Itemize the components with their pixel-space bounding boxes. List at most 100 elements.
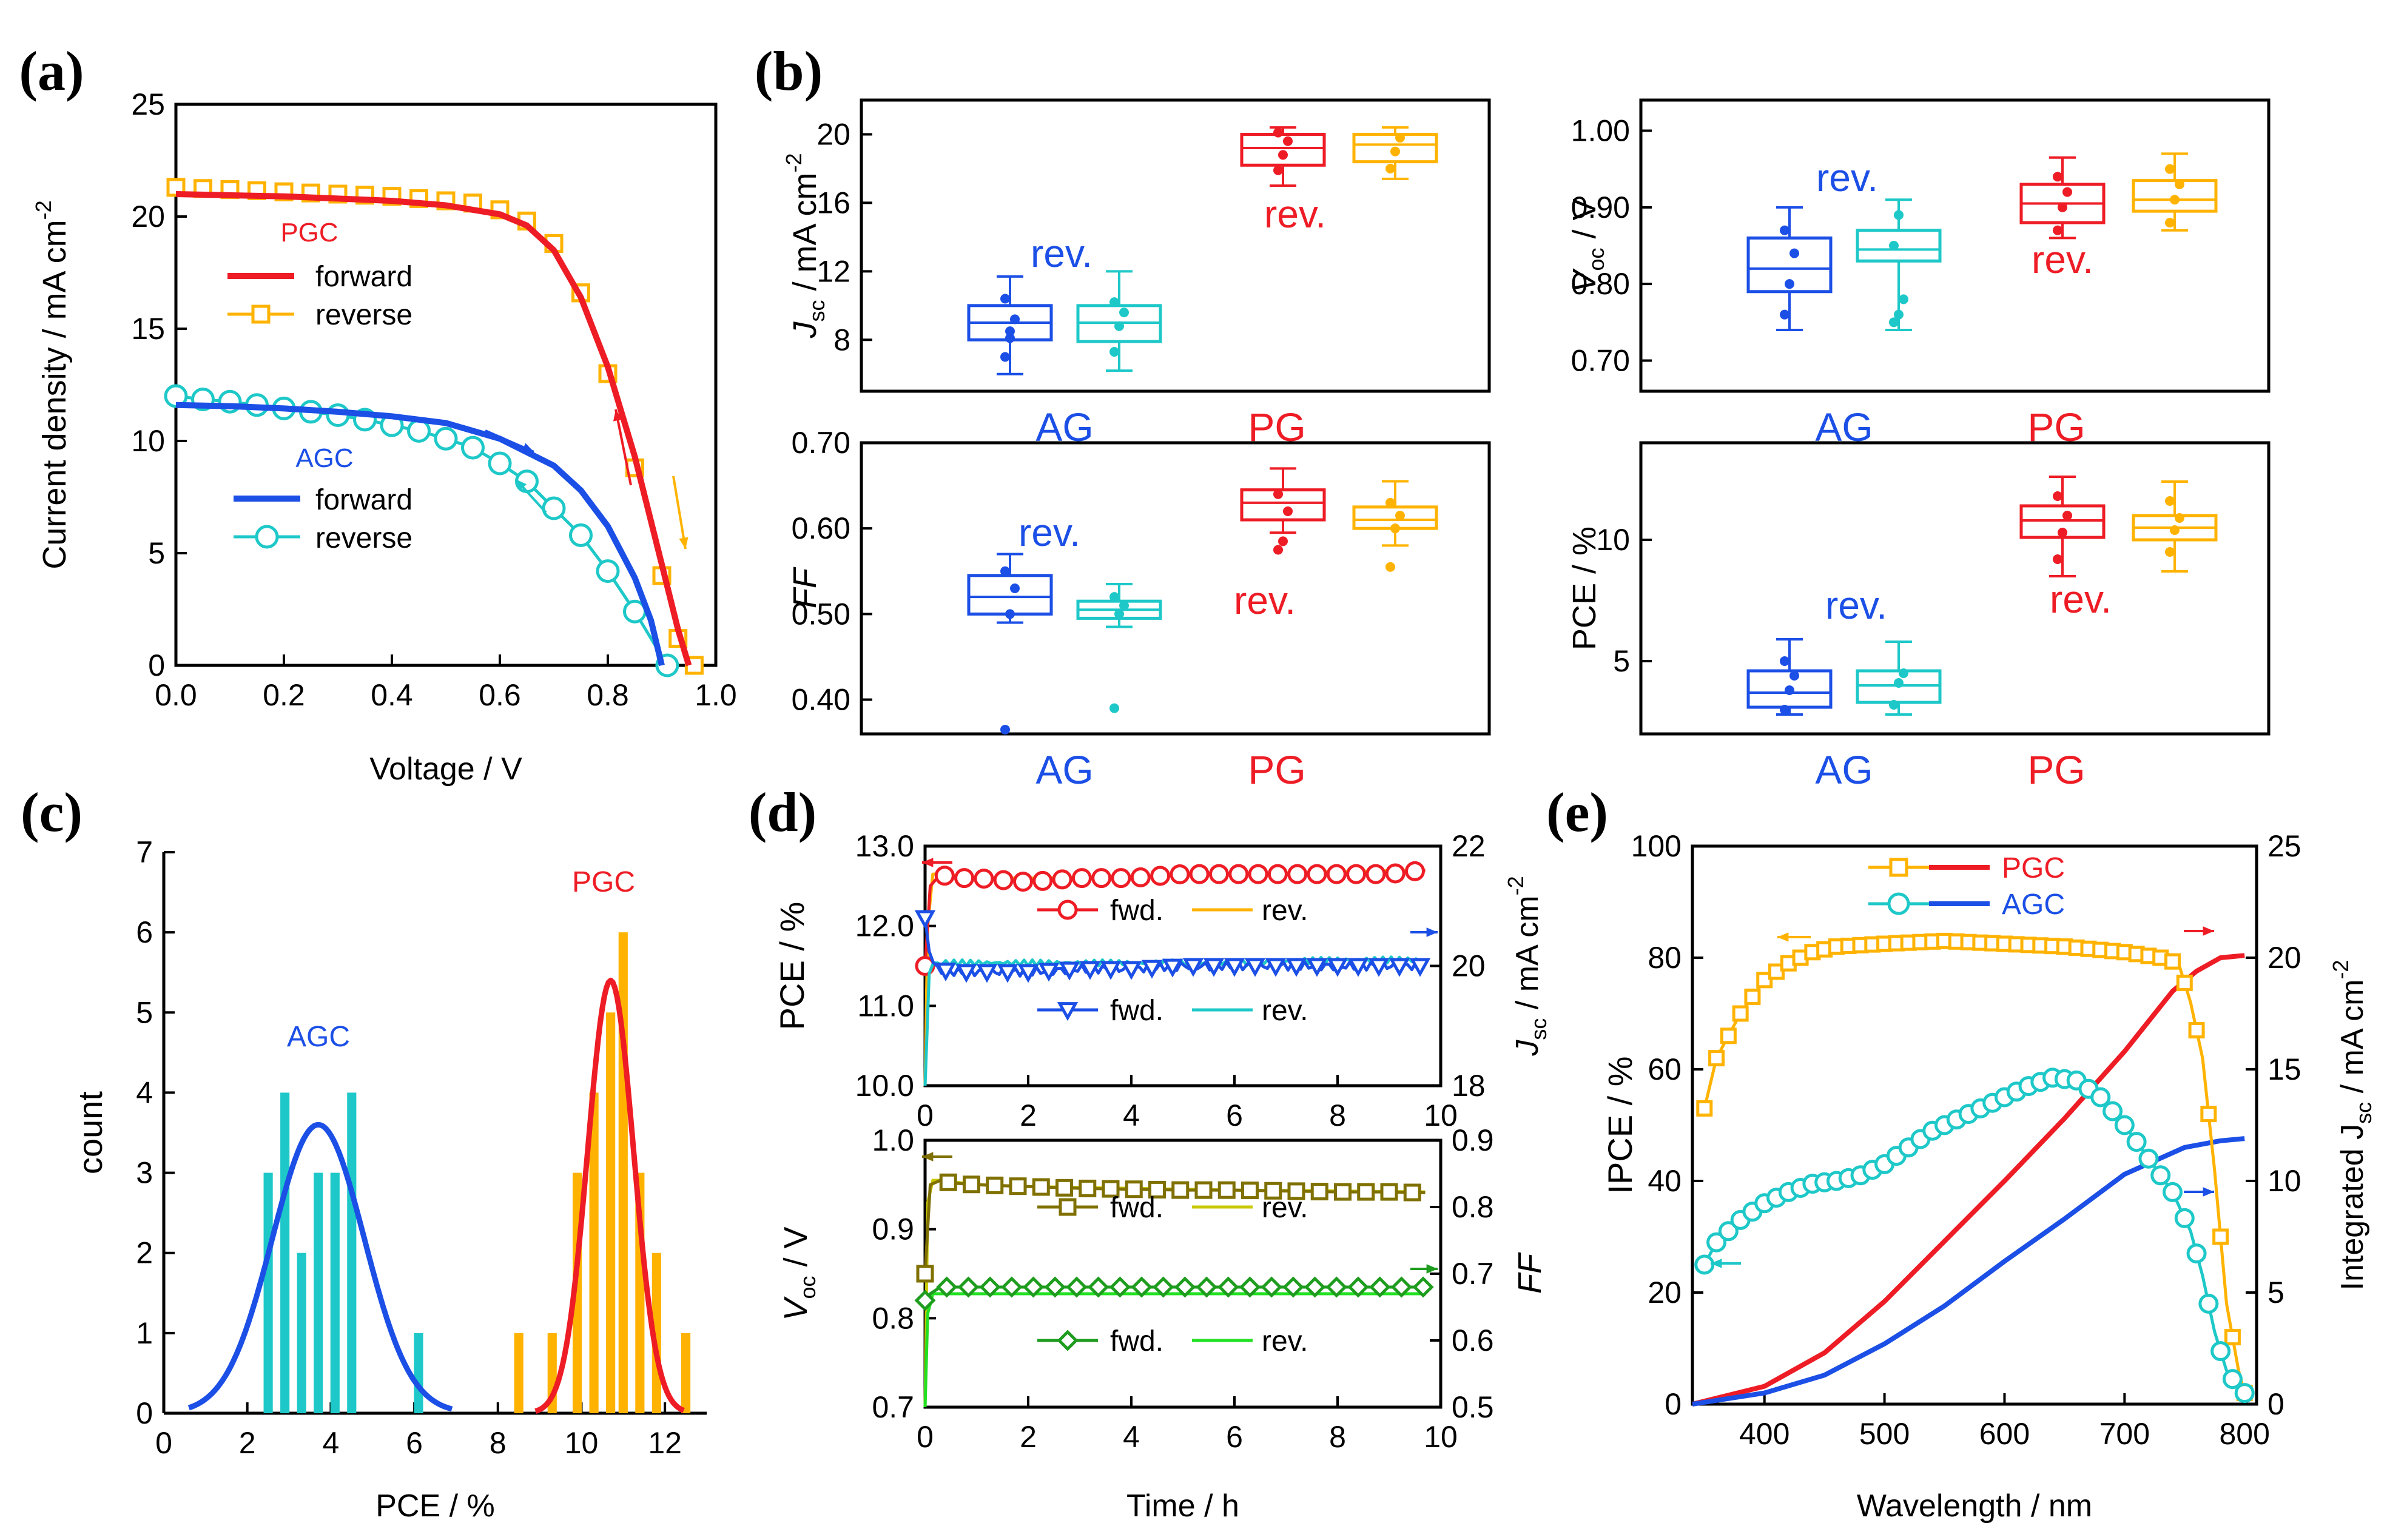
panel-d-top-right-ytick-label: 22 <box>1452 829 1486 863</box>
panel-b-voc-rev-pg: rev. <box>2032 238 2093 281</box>
voc-fwd-point <box>963 1175 980 1194</box>
agc-ipce-point <box>2198 1293 2219 1314</box>
voc-fwd-point <box>1241 1182 1259 1200</box>
box-point <box>1273 489 1283 499</box>
ff-fwd-point <box>1325 1276 1347 1298</box>
panel-e-ytick-label: 20 <box>1648 1276 1682 1310</box>
agc-ipce-point <box>2150 1165 2171 1186</box>
panel-b-jsc-ytick-label: 20 <box>816 117 850 151</box>
panel-e-xlabel: Wavelength / nm <box>1857 1488 2092 1524</box>
panel-d-bottom-ytick-label: 0.8 <box>872 1301 914 1335</box>
legend-voc-fwd-marker <box>1059 1198 1077 1216</box>
pce-fwd-point <box>1248 864 1268 884</box>
arrow-pgc-forward <box>614 409 632 486</box>
box-point <box>2165 496 2175 506</box>
arrow-agc-jsc-axis-head <box>2203 1187 2214 1197</box>
voc-fwd-point <box>1217 1181 1236 1199</box>
panel-a-label: (a) <box>19 40 84 102</box>
arrow-pgc-ipce-axis-head <box>1777 932 1789 942</box>
panel-b-ff-frame <box>860 441 1491 736</box>
pgc-ipce-point <box>1720 1027 1737 1044</box>
panel-a-ytick-label: 10 <box>131 424 165 458</box>
agc-ipce-point <box>2138 1148 2159 1169</box>
panel-e-right-ytick-label: 0 <box>2267 1387 2284 1421</box>
box-point <box>2062 187 2072 197</box>
panel-d-top-ytick-label: 10.0 <box>855 1069 914 1103</box>
panel-e-frame <box>1691 844 2258 1406</box>
label-part: J <box>1510 1040 1545 1057</box>
agc-hist-bar <box>297 1253 306 1413</box>
arrow-agc-reverse-head <box>516 479 527 491</box>
panel-d-bottom-ytick-label: 1.0 <box>872 1123 914 1157</box>
pce-fwd-point <box>934 866 955 886</box>
panel-a-xtick-label: 0.6 <box>479 678 521 712</box>
arrow-agc-forward-head <box>522 443 534 452</box>
agc-ipce-point <box>1694 1254 1715 1275</box>
legend-voc-fwd-label: fwd. <box>1110 1192 1163 1224</box>
jsc-fwd-point <box>1141 960 1163 979</box>
panel-d-top-ytick-label: 13.0 <box>855 829 914 863</box>
box-point <box>1109 297 1119 308</box>
panel-b-voc-frame <box>1639 98 2271 393</box>
jsc-fwd-point <box>1079 961 1101 980</box>
panel-c-ytick-label: 2 <box>136 1236 153 1270</box>
panel-b-pce-rev-ag: rev. <box>1825 583 1887 627</box>
panel-b-jsc-ytick-label: 8 <box>833 323 850 357</box>
panel-e-xtick-label: 700 <box>2099 1417 2150 1451</box>
pce-fwd-point <box>1228 864 1249 884</box>
voc-fwd-point <box>1079 1179 1097 1197</box>
panel-c-xtick-label: 0 <box>155 1426 172 1460</box>
panel-b-pce-cat-ag: AG <box>1815 747 1873 792</box>
panel-d-bottom-xtick-label: 10 <box>1424 1420 1458 1454</box>
ff-fwd-point <box>979 1276 1001 1298</box>
panel-b-voc-ytick-label: 0.70 <box>1571 343 1630 377</box>
box-point <box>1278 536 1288 546</box>
agc-hist-bar <box>414 1333 423 1413</box>
agc-ipce-point <box>2103 1101 2123 1121</box>
agc-ipce-point <box>2186 1243 2207 1264</box>
pce-fwd-point <box>1130 867 1151 887</box>
panel-b-jsc-frame <box>860 98 1491 393</box>
voc-fwd-point <box>1403 1183 1421 1202</box>
panel-e-ylabel: IPCE / % <box>1601 1056 1639 1194</box>
pgc-forward-line <box>175 191 692 667</box>
panel-b-jsc-rev-ag: rev. <box>1031 232 1092 275</box>
panel-b-pce-rev-pg: rev. <box>2050 577 2112 621</box>
pce-fwd-point <box>1189 864 1210 884</box>
box-point <box>2053 172 2062 182</box>
box-point <box>1273 127 1283 138</box>
box-point <box>1283 506 1293 516</box>
pce-fwd-point <box>1346 864 1367 884</box>
label-part: V <box>778 1296 814 1321</box>
box-point <box>2053 225 2062 235</box>
label-part: V <box>1566 268 1603 293</box>
agc-ipce-line <box>1703 1076 2246 1394</box>
legend-agc-forward-label: forward <box>315 484 412 516</box>
arrow-agc-ipce-axis-head <box>1711 1259 1722 1268</box>
panel-b-ff-rev-ag: rev. <box>1018 511 1080 554</box>
box-point <box>1395 511 1405 520</box>
jsc-fwd-point <box>1244 958 1266 977</box>
agc-reverse-point <box>461 435 485 460</box>
arrow-pgc-reverse <box>672 476 687 550</box>
jsc-fwd-point <box>1162 958 1183 978</box>
panel-e-label: (e) <box>1546 781 1608 843</box>
panel-b-ff-cat-pg: PG <box>1248 747 1305 792</box>
legend-pgc-reverse-marker <box>251 304 271 324</box>
pgc-ipce-point <box>2164 953 2181 970</box>
jsc-fwd-point <box>1368 958 1390 977</box>
ff-fwd-point <box>1066 1276 1088 1298</box>
voc-fwd-point <box>986 1176 1004 1194</box>
legend-ff-fwd-label: fwd. <box>1110 1325 1163 1357</box>
panel-a-ylabel: Current density / mA cm-2 <box>31 200 73 569</box>
voc-fwd-point <box>1380 1183 1398 1201</box>
box-iqr <box>1746 669 1833 709</box>
panel-d-top-y2label: Jsc / mA cm-2 <box>1503 876 1551 1056</box>
arrow-pgc-jsc-axis-head <box>2203 926 2214 936</box>
voc-fwd-point <box>1148 1180 1166 1199</box>
voc-fwd-point <box>939 1173 957 1191</box>
pgc-gauss-fit <box>534 977 685 1414</box>
panel-e-y2label: Integrated Jsc / mA cm-2 <box>2328 960 2376 1291</box>
box-point <box>1010 583 1020 593</box>
ff-fwd-point <box>1174 1276 1196 1298</box>
